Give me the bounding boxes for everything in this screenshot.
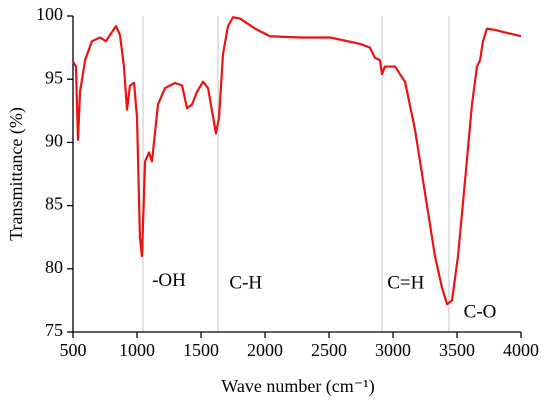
y-tick-label: 85 — [45, 194, 63, 214]
x-tick-label: 2500 — [311, 340, 347, 360]
x-tick-label: 2000 — [247, 340, 283, 360]
y-tick-label: 80 — [45, 257, 63, 277]
annotation: -OH — [152, 270, 186, 291]
spectrum-line — [72, 16, 522, 306]
x-tick-label: 3000 — [375, 340, 411, 360]
x-tick-label: 1500 — [183, 340, 219, 360]
x-tick-label: 500 — [60, 340, 87, 360]
x-tick-label: 3500 — [439, 340, 475, 360]
x-axis-label: Wave number (cm⁻¹) — [221, 376, 374, 397]
annotation: C-H — [229, 272, 262, 293]
x-tick-label: 1000 — [119, 340, 155, 360]
y-tick-label: 95 — [45, 67, 63, 87]
y-tick-label: 90 — [45, 131, 63, 151]
annotation: C-O — [464, 301, 497, 322]
y-tick-label: 75 — [45, 320, 63, 340]
annotation: C=H — [387, 272, 424, 293]
y-tick-label: 100 — [36, 4, 63, 24]
x-tick-label: 4000 — [503, 340, 539, 360]
y-axis-label: Transmittance (%) — [6, 107, 27, 241]
